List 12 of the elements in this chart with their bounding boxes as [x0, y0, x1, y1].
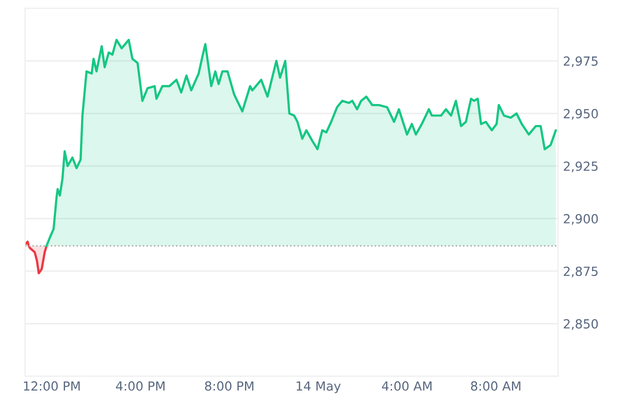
- y-tick-label: 2,975: [564, 56, 598, 68]
- y-tick-label: 2,875: [564, 266, 598, 278]
- y-tick-label: 2,950: [564, 108, 598, 120]
- x-tick-label: 8:00 AM: [471, 381, 520, 391]
- y-tick-label: 2,850: [564, 319, 598, 330]
- y-tick-label: 2,900: [564, 214, 598, 225]
- x-tick-label: 14 May: [296, 381, 341, 394]
- x-tick-label: 4:00 AM: [382, 381, 432, 391]
- y-tick-label: 2,925: [564, 161, 598, 172]
- x-tick-label: 8:00 PM: [205, 381, 254, 391]
- x-tick-label: 12:00 PM: [24, 381, 80, 391]
- x-tick-label: 4:00 PM: [116, 381, 165, 391]
